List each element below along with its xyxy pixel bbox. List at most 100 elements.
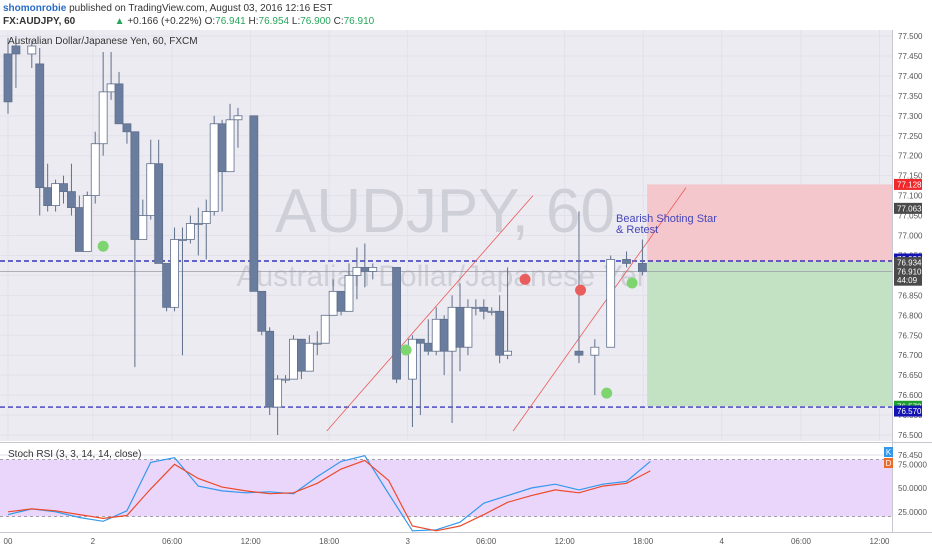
candle bbox=[170, 227, 179, 312]
price-badge-text: 44:09 bbox=[897, 276, 918, 285]
rsi-badge bbox=[884, 458, 893, 468]
price-badge-bg bbox=[894, 257, 922, 269]
price-tick-label: 76.700 bbox=[898, 351, 923, 360]
trend-line[interactable] bbox=[326, 195, 534, 432]
candle-body-up bbox=[312, 342, 322, 345]
candle-body-down bbox=[43, 187, 53, 206]
candle bbox=[233, 107, 243, 148]
price-tick-label: 77.150 bbox=[898, 172, 923, 181]
green-signal-dot bbox=[97, 240, 109, 252]
candle-body-down bbox=[360, 267, 370, 272]
candle bbox=[249, 115, 259, 292]
candle-body-up bbox=[90, 143, 100, 196]
header: shomonrobie published on TradingView.com… bbox=[3, 3, 332, 27]
candle-body-up bbox=[281, 378, 290, 381]
candle bbox=[590, 339, 600, 396]
drawn-lines[interactable] bbox=[0, 187, 892, 432]
rsi-tick-label: 25.0000 bbox=[898, 508, 927, 517]
candle-body-up bbox=[233, 115, 243, 121]
candle-body-down bbox=[217, 123, 227, 173]
candle bbox=[138, 199, 148, 240]
price-badge-bg bbox=[894, 178, 922, 190]
ohlc-value: 76.941 bbox=[215, 16, 246, 27]
price-badge-text: 76.570 bbox=[897, 407, 922, 416]
candle bbox=[90, 131, 100, 204]
candle bbox=[209, 115, 219, 216]
ohlc-key: H: bbox=[246, 16, 259, 27]
price-change: +0.166 (+0.22%) bbox=[127, 16, 204, 27]
time-tick-label: 12:00 bbox=[555, 537, 576, 546]
candle bbox=[503, 267, 512, 360]
candle bbox=[495, 295, 505, 364]
candle bbox=[11, 36, 21, 88]
candle bbox=[463, 299, 473, 356]
rsi-k-line bbox=[7, 455, 651, 532]
candle-body-up bbox=[225, 119, 235, 173]
candle-body-up bbox=[304, 342, 314, 372]
time-axis[interactable]: 00 2 06:00 12:00 18:00 3 06:00 12:00 18:00 4 06:00… bbox=[4, 537, 891, 546]
candle-body-down bbox=[265, 330, 275, 408]
candle-body-up bbox=[138, 215, 148, 240]
candle bbox=[320, 314, 330, 344]
green-signal-dot bbox=[400, 344, 412, 356]
annotation-line-1[interactable]: Bearish Shoting Star bbox=[616, 213, 717, 225]
stop-loss-zone[interactable] bbox=[647, 184, 892, 262]
candle-body-up bbox=[146, 163, 156, 216]
candle-body-up bbox=[27, 45, 37, 55]
price-tick-label: 77.450 bbox=[898, 52, 923, 61]
ohlc-key: O: bbox=[205, 16, 216, 27]
time-tick-label: 06:00 bbox=[162, 537, 183, 546]
rsi-axis[interactable]: 75.0000 50.0000 25.0000 KD bbox=[884, 447, 927, 517]
candle bbox=[122, 123, 132, 144]
candle-body-up bbox=[185, 223, 195, 240]
price-tick-label: 76.750 bbox=[898, 331, 923, 340]
time-tick-label: 00 bbox=[4, 537, 13, 546]
time-tick-label: 12:00 bbox=[869, 537, 890, 546]
first-value: 76.910 bbox=[78, 16, 109, 27]
publisher-name[interactable]: shomonrobie bbox=[3, 3, 67, 14]
candle-body-down bbox=[392, 267, 401, 380]
candle-body-up bbox=[170, 239, 179, 308]
candle bbox=[415, 338, 425, 416]
price-tick-label: 77.200 bbox=[898, 152, 923, 161]
green-signal-dot bbox=[626, 277, 638, 289]
price-tick-label: 77.250 bbox=[898, 132, 923, 141]
rsi-d-line bbox=[7, 459, 651, 532]
candle-body-down bbox=[11, 45, 21, 55]
time-tick-label: 2 bbox=[91, 537, 96, 546]
candle bbox=[59, 175, 68, 204]
candle bbox=[130, 131, 140, 368]
publish-info: published on TradingView.com, August 03,… bbox=[66, 3, 332, 14]
ohlc-value: 76.910 bbox=[344, 16, 375, 27]
candle-body-down bbox=[35, 63, 45, 189]
candle-body-down bbox=[122, 123, 132, 133]
candle bbox=[606, 255, 616, 348]
candle-body-down bbox=[423, 342, 433, 352]
candle bbox=[154, 139, 164, 264]
rsi-band bbox=[0, 459, 892, 517]
candle bbox=[114, 71, 124, 125]
rsi-badge bbox=[884, 447, 893, 457]
risk-reward-zones[interactable] bbox=[647, 184, 892, 407]
price-tick-label: 76.500 bbox=[898, 431, 923, 440]
candle bbox=[265, 327, 275, 416]
annotation-line-2[interactable]: & Retest bbox=[616, 224, 658, 236]
candle-body-down bbox=[74, 207, 84, 252]
trend-line[interactable] bbox=[512, 187, 687, 432]
candle-body-down bbox=[455, 306, 465, 348]
candle-body-up bbox=[471, 306, 481, 309]
candle-body-up bbox=[431, 318, 441, 352]
price-axis-labels: 77.12877.06376.93676.93476.91044:0976.57… bbox=[894, 178, 922, 417]
price-tick-label: 77.100 bbox=[898, 192, 923, 201]
profit-target-zone[interactable] bbox=[647, 261, 892, 407]
green-signal-dot bbox=[601, 387, 613, 399]
price-badge-text: 76.934 bbox=[897, 259, 922, 268]
watermark: AUDJPY, 60 Australian Dollar/Japanese Ye… bbox=[237, 177, 654, 293]
price-badge: 77.063 bbox=[894, 202, 922, 214]
signal-dots bbox=[97, 240, 638, 399]
symbol-line: FX:AUDJPY, 60 76.910 bbox=[3, 16, 109, 27]
rsi-title: Stoch RSI (3, 3, 14, 14, close) bbox=[8, 449, 141, 460]
candle-body-up bbox=[201, 211, 211, 224]
